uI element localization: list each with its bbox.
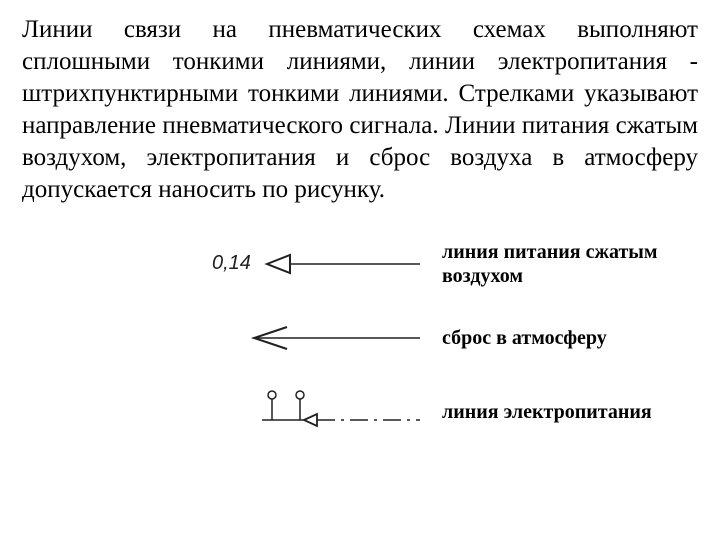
open-triangle-icon <box>267 255 290 273</box>
legend-row-power: линия электропитания <box>22 384 698 440</box>
air-supply-value: 0,14 <box>212 252 251 274</box>
label-power: линия электропитания <box>442 400 698 424</box>
symbol-air-supply: 0,14 <box>22 244 442 284</box>
symbol-exhaust <box>22 318 442 358</box>
pin-circle-2 <box>296 391 304 399</box>
label-exhaust: сброс в атмосферу <box>442 326 698 350</box>
power-arrow-icon <box>304 414 317 426</box>
main-paragraph: Линии связи на пневматических схемах вып… <box>22 14 698 206</box>
pin-circle-1 <box>268 391 276 399</box>
legend-row-exhaust: сброс в атмосферу <box>22 310 698 366</box>
label-air-supply: линия питания сжатым воздухом <box>442 240 698 288</box>
legend-row-air-supply: 0,14 линия питания сжатым воздухом <box>22 236 698 292</box>
symbol-power <box>22 387 442 437</box>
legend-table: 0,14 линия питания сжатым воздухом сброс… <box>22 236 698 440</box>
